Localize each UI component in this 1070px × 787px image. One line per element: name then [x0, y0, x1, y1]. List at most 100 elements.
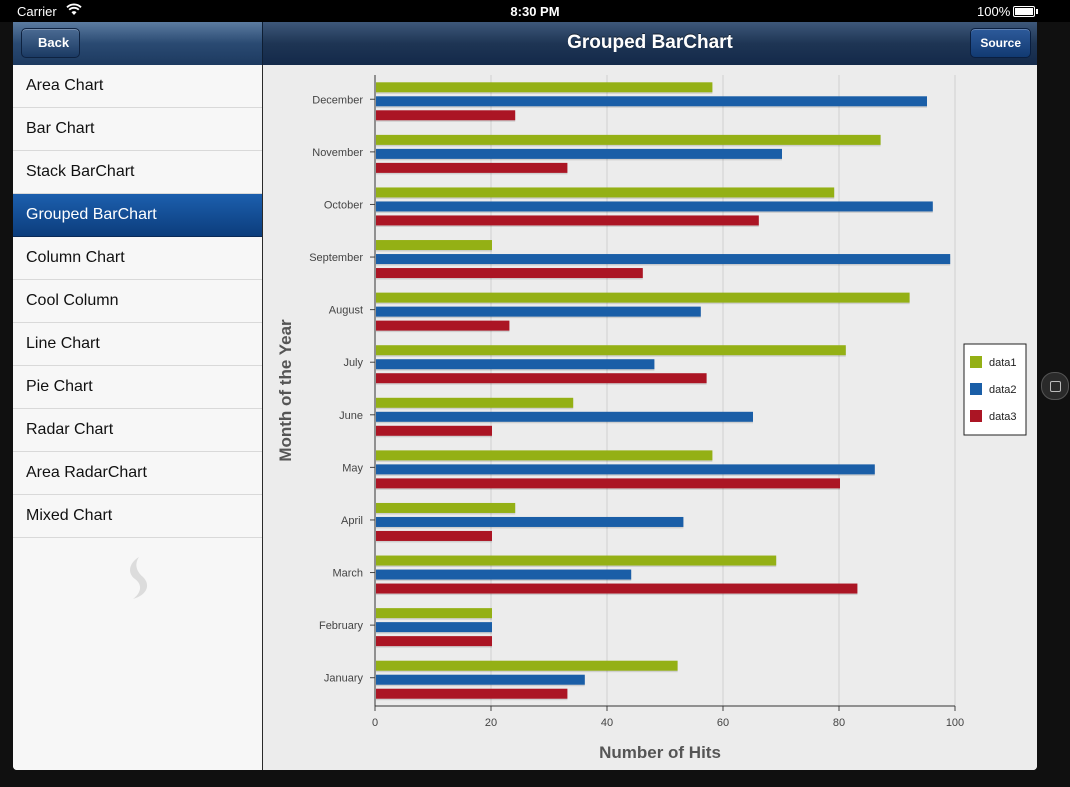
sidebar-item-grouped-barchart[interactable]: Grouped BarChart: [13, 194, 262, 237]
bar-data3-february: [376, 636, 492, 647]
battery-icon: [1013, 6, 1038, 17]
chart-menu: Area Chart Bar Chart Stack BarChart Grouped…: [13, 65, 263, 770]
sidebar-item-line-chart[interactable]: Line Chart: [13, 323, 262, 366]
bar-data3-january: [376, 688, 568, 699]
status-bar: Carrier 8:30 PM 100%: [0, 0, 1070, 22]
carrier-label: Carrier: [17, 4, 57, 19]
bar-data2-november: [376, 148, 782, 159]
sidebar-item-radar-chart[interactable]: Radar Chart: [13, 409, 262, 452]
app-window: Back Grouped BarChart Source Area Chart B…: [13, 22, 1037, 770]
legend-label: data3: [989, 411, 1017, 423]
sidebar-item-label: Column Chart: [26, 249, 125, 266]
sidebar-item-label: Grouped BarChart: [26, 206, 157, 223]
bar-data2-october: [376, 201, 933, 212]
bar-data2-january: [376, 674, 585, 685]
y-tick-label: March: [332, 568, 363, 580]
sidebar-item-label: Line Chart: [26, 335, 100, 352]
back-button[interactable]: Back: [21, 28, 81, 58]
bar-data2-june: [376, 411, 753, 422]
legend-swatch-data1: [970, 356, 982, 368]
bar-data1-may: [376, 450, 713, 461]
x-tick-label: 60: [717, 717, 729, 729]
sidebar-item-column-chart[interactable]: Column Chart: [13, 237, 262, 280]
assistive-touch-button[interactable]: [1041, 372, 1069, 400]
y-tick-label: June: [339, 410, 363, 422]
legend-label: data1: [989, 357, 1017, 369]
sidebar-item-stack-barchart[interactable]: Stack BarChart: [13, 151, 262, 194]
bar-data1-december: [376, 82, 713, 93]
bar-data2-march: [376, 569, 632, 580]
legend-swatch-data2: [970, 383, 982, 395]
bar-data1-september: [376, 240, 492, 251]
x-tick-label: 0: [372, 717, 378, 729]
bar-data3-june: [376, 425, 492, 436]
bar-data3-october: [376, 215, 759, 226]
bar-data2-september: [376, 254, 951, 265]
legend-label: data2: [989, 384, 1017, 396]
bar-data1-february: [376, 608, 492, 619]
bar-data3-march: [376, 583, 858, 594]
legend-swatch-data3: [970, 410, 982, 422]
grouped-bar-chart: 0 20 40 60 80 100 December November October Septe…: [276, 75, 1027, 762]
x-tick-label: 80: [833, 717, 845, 729]
x-tick-label: 100: [946, 717, 964, 729]
y-axis-title: Month of the Year: [276, 319, 295, 462]
bar-data2-april: [376, 516, 684, 527]
bar-data3-december: [376, 110, 516, 121]
sidebar-item-label: Area RadarChart: [26, 464, 147, 481]
sidebar-item-label: Bar Chart: [26, 120, 95, 137]
x-tick-label: 20: [485, 717, 497, 729]
bar-data1-june: [376, 397, 574, 408]
sidebar-item-pie-chart[interactable]: Pie Chart: [13, 366, 262, 409]
bar-data2-february: [376, 622, 492, 633]
bar-data3-august: [376, 320, 510, 331]
chart-panel: 0 20 40 60 80 100 December November October Septe…: [263, 65, 1037, 770]
bar-data3-november: [376, 162, 568, 173]
bar-data1-august: [376, 292, 910, 303]
bar-data3-may: [376, 478, 840, 489]
x-axis-title: Number of Hits: [599, 743, 721, 762]
sidebar-item-cool-column[interactable]: Cool Column: [13, 280, 262, 323]
y-tick-label: July: [343, 357, 363, 369]
y-tick-label: August: [329, 305, 363, 317]
source-button[interactable]: Source: [970, 28, 1031, 58]
chart-menu-list: Area Chart Bar Chart Stack BarChart Grouped…: [13, 65, 262, 538]
bar-data2-august: [376, 306, 701, 317]
bar-data1-november: [376, 134, 881, 145]
sidebar-item-area-chart[interactable]: Area Chart: [13, 65, 262, 108]
bar-data2-may: [376, 464, 875, 475]
bar-data3-april: [376, 530, 492, 541]
back-button-label: Back: [38, 35, 70, 50]
battery-percent: 100%: [977, 4, 1011, 19]
y-tick-label: February: [319, 620, 364, 632]
detail-nav-bar: Grouped BarChart Source: [263, 22, 1037, 65]
sidebar-item-label: Area Chart: [26, 77, 104, 94]
clock: 8:30 PM: [510, 4, 560, 19]
bar-data3-july: [376, 373, 707, 384]
y-tick-label: October: [324, 199, 363, 211]
bar-data3-september: [376, 268, 643, 279]
sidebar-item-mixed-chart[interactable]: Mixed Chart: [13, 495, 262, 538]
sidebar-item-label: Stack BarChart: [26, 163, 135, 180]
sidebar-item-label: Mixed Chart: [26, 507, 113, 524]
x-tick-label: 40: [601, 717, 613, 729]
sidebar-item-bar-chart[interactable]: Bar Chart: [13, 108, 262, 151]
sidebar-item-area-radarchart[interactable]: Area RadarChart: [13, 452, 262, 495]
bar-data1-january: [376, 660, 678, 671]
master-nav-bar: Back: [13, 22, 263, 65]
bar-data1-july: [376, 345, 846, 356]
page-title: Grouped BarChart: [567, 32, 733, 53]
y-tick-label: April: [341, 515, 363, 527]
bar-data1-march: [376, 555, 777, 566]
y-tick-label: November: [312, 147, 363, 159]
bar-data2-december: [376, 96, 927, 107]
y-tick-label: May: [342, 462, 363, 474]
y-tick-label: December: [312, 94, 363, 106]
app-logo-icon: [130, 557, 148, 599]
y-tick-label: January: [324, 673, 364, 685]
bar-data1-april: [376, 502, 516, 513]
wifi-icon: [66, 3, 82, 19]
sidebar-item-label: Pie Chart: [26, 378, 93, 395]
sidebar-item-label: Radar Chart: [26, 421, 114, 438]
bar-data1-october: [376, 187, 835, 198]
